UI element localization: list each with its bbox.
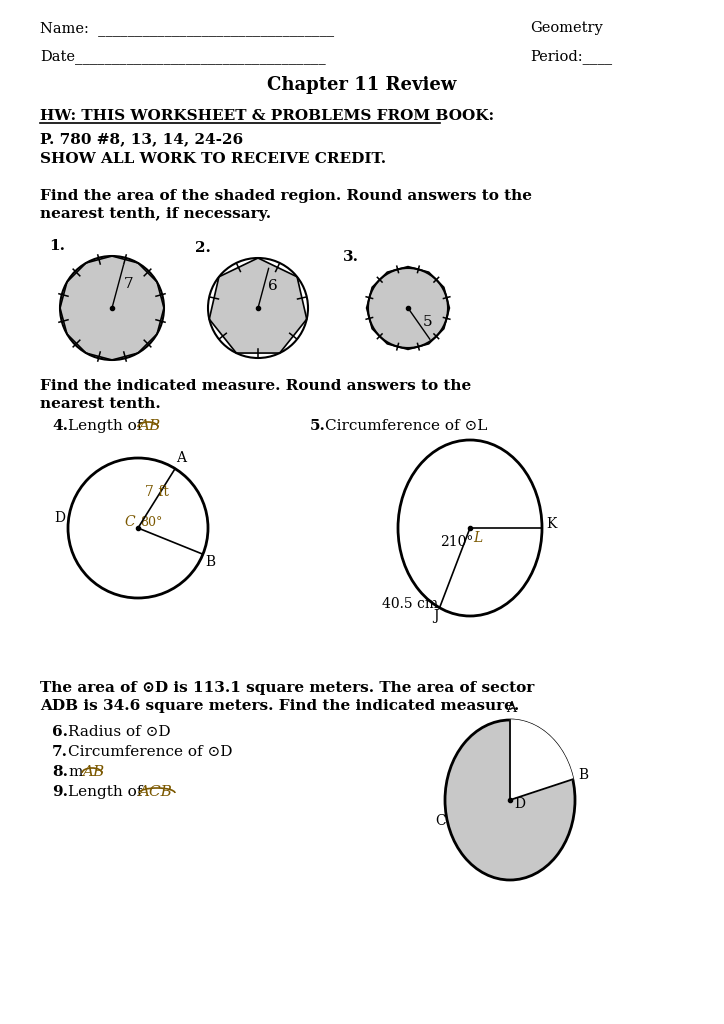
Text: nearest tenth.: nearest tenth. (40, 397, 161, 411)
Polygon shape (60, 256, 164, 360)
Text: 2.: 2. (195, 241, 211, 255)
Text: C: C (124, 515, 135, 529)
Text: 6: 6 (268, 279, 278, 293)
Text: Circumference of ⊙D: Circumference of ⊙D (68, 745, 232, 759)
Text: B: B (205, 555, 215, 569)
Ellipse shape (445, 720, 575, 880)
Text: Find the indicated measure. Round answers to the: Find the indicated measure. Round answer… (40, 379, 471, 393)
Text: Name:  ________________________________: Name: ________________________________ (40, 22, 334, 36)
Text: D: D (54, 511, 65, 525)
Text: HW: THIS WORKSHEET & PROBLEMS FROM BOOK:: HW: THIS WORKSHEET & PROBLEMS FROM BOOK: (40, 109, 494, 123)
Text: C: C (435, 814, 445, 828)
Text: 40.5 cm: 40.5 cm (382, 597, 438, 611)
Text: ACB: ACB (138, 785, 172, 799)
Text: 6.: 6. (52, 725, 68, 739)
Text: Chapter 11 Review: Chapter 11 Review (267, 76, 457, 94)
Text: Length of: Length of (68, 785, 147, 799)
Polygon shape (209, 258, 307, 353)
Text: 210°: 210° (440, 535, 473, 549)
Text: 7.: 7. (52, 745, 68, 759)
Text: Length of: Length of (68, 419, 147, 433)
Text: 7 ft: 7 ft (145, 485, 169, 500)
Text: ADB is 34.6 square meters. Find the indicated measure.: ADB is 34.6 square meters. Find the indi… (40, 699, 519, 713)
Circle shape (368, 268, 448, 348)
Polygon shape (510, 720, 573, 800)
Text: 80°: 80° (140, 516, 162, 529)
Text: SHOW ALL WORK TO RECEIVE CREDIT.: SHOW ALL WORK TO RECEIVE CREDIT. (40, 152, 386, 166)
Text: Date__________________________________: Date__________________________________ (40, 49, 326, 63)
Text: nearest tenth, if necessary.: nearest tenth, if necessary. (40, 207, 271, 221)
Text: A: A (176, 451, 186, 465)
Text: Find the area of the shaded region. Round answers to the: Find the area of the shaded region. Roun… (40, 189, 532, 203)
Text: AB: AB (138, 419, 160, 433)
Text: 1.: 1. (49, 239, 65, 253)
Text: 3.: 3. (343, 250, 359, 263)
Text: K: K (546, 517, 556, 531)
Text: J: J (434, 608, 439, 623)
Text: m: m (68, 765, 83, 779)
Text: The area of ⊙D is 113.1 square meters. The area of sector: The area of ⊙D is 113.1 square meters. T… (40, 681, 534, 695)
Text: 4.: 4. (52, 419, 68, 433)
Text: Geometry: Geometry (530, 22, 603, 35)
Text: Radius of ⊙D: Radius of ⊙D (68, 725, 171, 739)
Text: D: D (514, 797, 525, 811)
Text: 9.: 9. (52, 785, 68, 799)
Text: B: B (578, 768, 588, 782)
Text: 5.: 5. (310, 419, 326, 433)
Text: 5: 5 (423, 315, 433, 329)
Text: P. 780 #8, 13, 14, 24-26: P. 780 #8, 13, 14, 24-26 (40, 132, 243, 146)
Text: L: L (473, 531, 482, 545)
Text: Circumference of ⊙L: Circumference of ⊙L (325, 419, 487, 433)
Text: A: A (506, 701, 516, 715)
Text: 8.: 8. (52, 765, 68, 779)
Text: 7: 7 (124, 278, 134, 291)
Text: Period:____: Period:____ (530, 49, 612, 63)
Text: AB: AB (82, 765, 104, 779)
